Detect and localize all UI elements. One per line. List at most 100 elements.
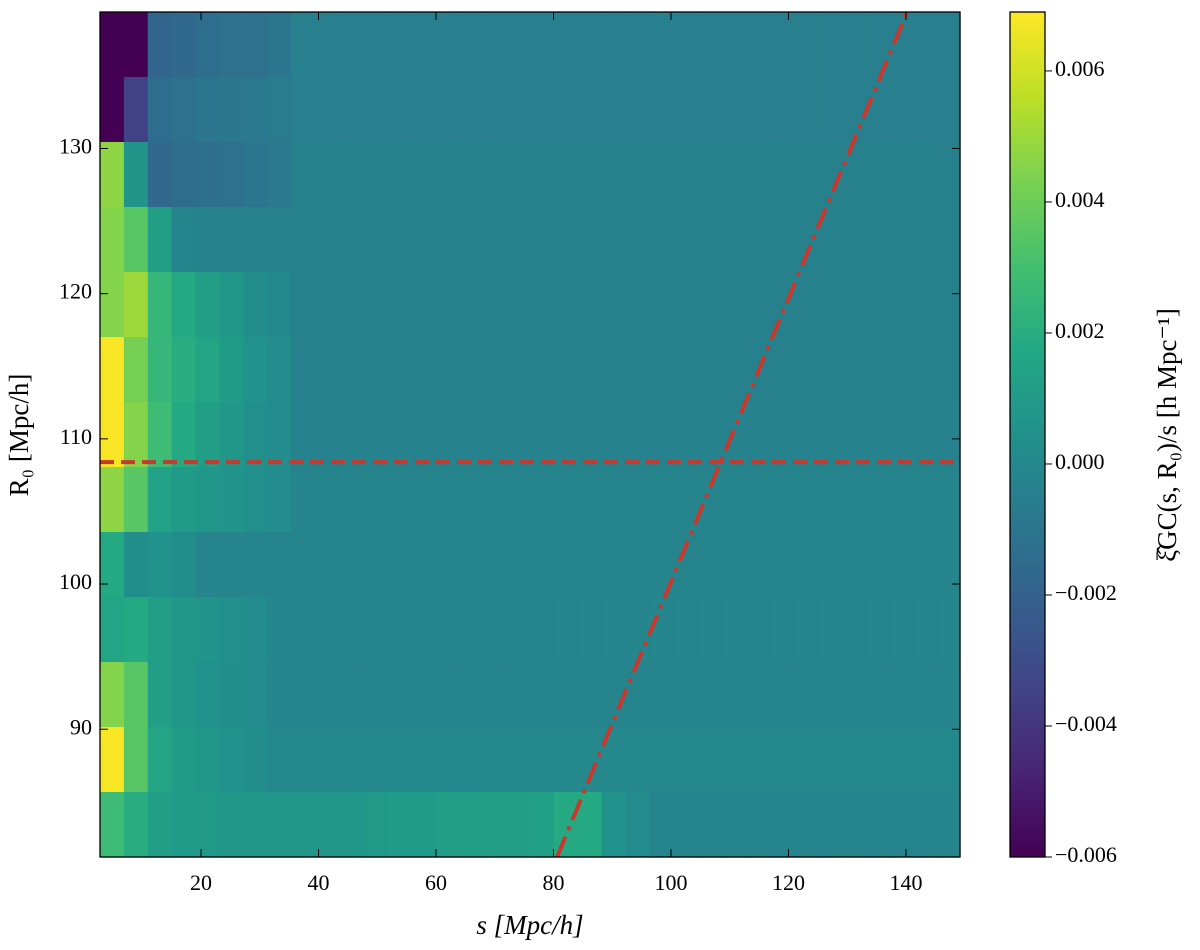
heatmap-cell — [697, 532, 722, 598]
heatmap-cell — [673, 272, 698, 338]
heatmap-cell — [219, 207, 244, 273]
heatmap-cell — [577, 77, 603, 143]
heatmap-cell — [816, 142, 842, 208]
heatmap-cell — [673, 77, 698, 143]
x-tick-label: 20 — [190, 870, 212, 895]
heatmap-cell — [195, 142, 221, 208]
heatmap-cell — [673, 402, 698, 468]
heatmap-cell — [553, 337, 579, 403]
heatmap-cell — [601, 207, 627, 273]
heatmap-cell — [864, 402, 889, 468]
heatmap-cell — [816, 77, 842, 143]
heatmap-cell — [243, 142, 268, 208]
heatmap-cell — [936, 142, 961, 208]
heatmap-cell — [147, 467, 173, 533]
heatmap-cell — [625, 77, 651, 143]
heatmap-cell — [338, 467, 364, 533]
heatmap-cell — [649, 467, 674, 533]
heatmap-cell — [649, 727, 674, 793]
heatmap-cell — [123, 532, 149, 598]
heatmap-cell — [291, 402, 316, 468]
heatmap-cell — [386, 272, 412, 338]
heatmap-cell — [864, 727, 889, 793]
heatmap-cell — [792, 727, 818, 793]
heatmap-cell — [553, 597, 579, 663]
reference-line — [555, 12, 909, 857]
heatmap-cell — [458, 727, 483, 793]
heatmap-cell — [434, 402, 459, 468]
x-tick-label: 120 — [772, 870, 805, 895]
heatmap-cell — [864, 142, 889, 208]
heatmap-cell — [410, 12, 436, 78]
heatmap-cell — [912, 467, 937, 533]
heatmap-cell — [553, 142, 579, 208]
heatmap-cell — [912, 402, 937, 468]
heatmap-cell — [912, 12, 937, 78]
heatmap-cell — [864, 207, 889, 273]
heatmap-cell — [362, 402, 388, 468]
heatmap-cell — [792, 12, 818, 78]
heatmap-cell — [625, 12, 651, 78]
heatmap-cell — [745, 532, 770, 598]
heatmap-cell — [458, 142, 483, 208]
heatmap-cell — [553, 662, 579, 728]
y-tick-label: 90 — [70, 714, 92, 739]
heatmap-cell — [123, 792, 149, 858]
colorbar-tick-label: −0.002 — [1055, 580, 1117, 605]
heatmap-cell — [745, 142, 770, 208]
heatmap-cell — [195, 272, 221, 338]
heatmap-cell — [195, 662, 221, 728]
heatmap-cell — [195, 77, 221, 143]
heatmap-cell — [792, 142, 818, 208]
heatmap-cell — [243, 337, 268, 403]
heatmap-cell — [912, 532, 937, 598]
heatmap-cell — [506, 207, 531, 273]
heatmap-cell — [840, 142, 866, 208]
heatmap-cell — [840, 77, 866, 143]
heatmap-cell — [243, 77, 268, 143]
heatmap-cell — [912, 792, 937, 858]
heatmap-cell — [267, 12, 292, 78]
heatmap-cell — [721, 467, 746, 533]
heatmap-cell — [553, 792, 579, 858]
heatmap-cell — [219, 597, 244, 663]
heatmap-cell — [410, 727, 436, 793]
heatmap-cell — [601, 402, 627, 468]
heatmap-cell — [315, 662, 340, 728]
heatmap-cell — [721, 77, 746, 143]
heatmap-cell — [386, 532, 412, 598]
heatmap-cell — [553, 207, 579, 273]
heatmap-cell — [697, 597, 722, 663]
heatmap-cell — [625, 272, 651, 338]
heatmap-cell — [506, 402, 531, 468]
heatmap-cell — [434, 12, 459, 78]
heatmap-cell — [100, 142, 125, 208]
heatmap-cell — [506, 597, 531, 663]
heatmap-cell — [147, 532, 173, 598]
heatmap-cell — [434, 337, 459, 403]
heatmap-cell — [697, 792, 722, 858]
heatmap-cell — [506, 727, 531, 793]
heatmap-cell — [482, 467, 507, 533]
heatmap-cell — [362, 532, 388, 598]
heatmap-cell — [721, 207, 746, 273]
heatmap-cell — [482, 597, 507, 663]
heatmap-cell — [171, 77, 197, 143]
heatmap-cell — [625, 142, 651, 208]
heatmap-cell — [267, 792, 292, 858]
heatmap-cell — [912, 597, 937, 663]
heatmap-cell — [291, 272, 316, 338]
heatmap-cell — [840, 727, 866, 793]
colorbar-label: ξ̂GC(s, R₀)/s [h Mpc⁻¹] — [1152, 308, 1182, 562]
heatmap-cell — [171, 532, 197, 598]
heatmap-cell — [888, 207, 913, 273]
heatmap-cell — [888, 337, 913, 403]
heatmap-cell — [553, 532, 579, 598]
heatmap-cell — [673, 207, 698, 273]
heatmap-cell — [219, 402, 244, 468]
heatmap-cell — [434, 142, 459, 208]
heatmap-cell — [625, 532, 651, 598]
heatmap-cell — [410, 142, 436, 208]
heatmap-cell — [147, 12, 173, 78]
heatmap-cell — [219, 662, 244, 728]
